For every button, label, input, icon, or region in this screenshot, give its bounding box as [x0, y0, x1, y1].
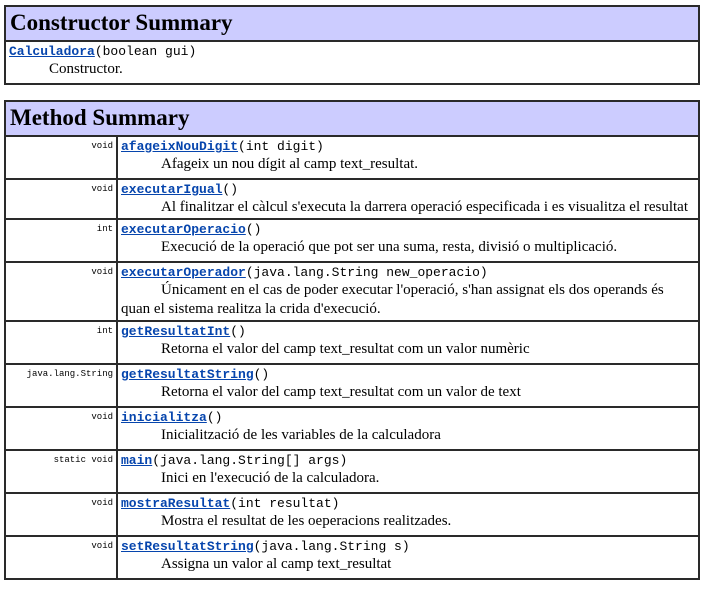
- table-row: static void main(java.lang.String[] args…: [4, 449, 700, 494]
- method-description: Afageix un nou dígit al camp text_result…: [161, 156, 419, 172]
- method-link[interactable]: executarOperador: [121, 265, 246, 280]
- method-link[interactable]: main: [121, 453, 153, 468]
- constructor-summary-table: Constructor Summary Calculadora(boolean …: [4, 5, 700, 85]
- method-params: (): [222, 182, 239, 197]
- method-params: (): [230, 324, 246, 339]
- method-description: Inicialització de les variables de la ca…: [161, 427, 441, 443]
- method-return-type: int: [4, 218, 118, 263]
- table-row: void executarIgual() Al finalitzar el cà…: [4, 178, 700, 220]
- method-return-type: void: [4, 135, 118, 180]
- method-params: (java.lang.String new_operacio): [245, 265, 488, 280]
- method-description: Únicament en el cas de poder executar l'…: [121, 282, 664, 317]
- method-description: Assigna un valor al camp text_resultat: [161, 556, 392, 572]
- method-params: (): [245, 222, 262, 237]
- method-return-type: void: [4, 535, 118, 580]
- method-params: (int digit): [238, 139, 324, 154]
- table-row: java.lang.String getResultatString() Ret…: [4, 363, 700, 408]
- method-link[interactable]: mostraResultat: [121, 496, 231, 511]
- method-description: Execució de la operació que pot ser una …: [161, 239, 618, 255]
- table-row: void mostraResultat(int resultat) Mostra…: [4, 492, 700, 537]
- method-link[interactable]: inicialitza: [121, 410, 207, 425]
- method-params: (int resultat): [230, 496, 340, 511]
- method-link[interactable]: setResultatString: [121, 539, 254, 554]
- method-link[interactable]: executarOperacio: [121, 222, 246, 237]
- constructor-summary-title: Constructor Summary: [4, 5, 700, 42]
- table-row: void executarOperador(java.lang.String n…: [4, 261, 700, 322]
- method-description: Mostra el resultat de les oeperacions re…: [161, 513, 452, 529]
- method-summary-table: Method Summary void afageixNouDigit(int …: [4, 100, 700, 580]
- method-description: Al finalitzar el càlcul s'executa la dar…: [161, 199, 689, 215]
- method-return-type: void: [4, 406, 118, 451]
- table-row: void setResultatString(java.lang.String …: [4, 535, 700, 580]
- method-return-type: void: [4, 178, 118, 220]
- table-row: int getResultatInt() Retorna el valor de…: [4, 320, 700, 365]
- table-row: int executarOperacio() Execució de la op…: [4, 218, 700, 263]
- method-link[interactable]: getResultatString: [121, 367, 254, 382]
- method-link[interactable]: executarIgual: [121, 182, 223, 197]
- method-return-type: void: [4, 261, 118, 322]
- method-params: (): [206, 410, 223, 425]
- table-row: void inicialitza() Inicialització de les…: [4, 406, 700, 451]
- method-description: Retorna el valor del camp text_resultat …: [161, 384, 521, 400]
- constructor-link[interactable]: Calculadora: [9, 44, 95, 59]
- method-return-type: static void: [4, 449, 118, 494]
- method-return-type: void: [4, 492, 118, 537]
- constructor-description: Constructor.: [49, 61, 123, 77]
- method-description: Inici en l'execució de la calculadora.: [161, 470, 380, 486]
- method-params: (java.lang.String s): [253, 539, 410, 554]
- method-summary-title: Method Summary: [4, 100, 700, 137]
- method-params: (): [253, 367, 270, 382]
- method-link[interactable]: getResultatInt: [121, 324, 231, 339]
- table-row: void afageixNouDigit(int digit) Afageix …: [4, 135, 700, 180]
- method-description: Retorna el valor del camp text_resultat …: [161, 341, 530, 357]
- method-params: (java.lang.String[] args): [152, 453, 348, 468]
- constructor-params: (boolean gui): [94, 44, 197, 59]
- method-return-type: int: [4, 320, 118, 365]
- method-link[interactable]: afageixNouDigit: [121, 139, 239, 154]
- method-return-type: java.lang.String: [4, 363, 118, 408]
